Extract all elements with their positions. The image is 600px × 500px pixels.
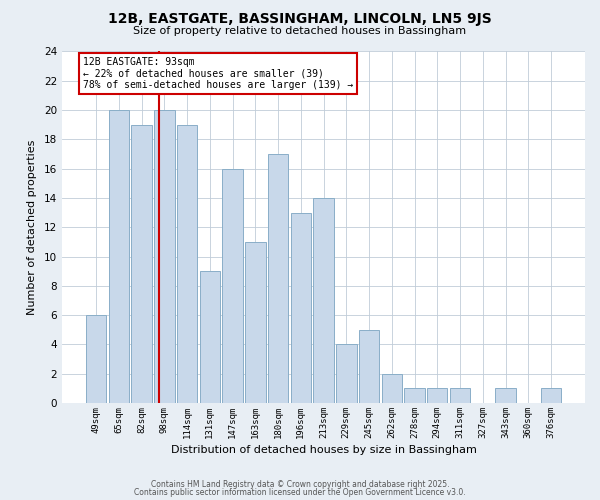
Bar [245, 242, 266, 403]
Bar [223, 168, 243, 403]
Bar [131, 124, 152, 403]
Bar [200, 271, 220, 403]
Bar [495, 388, 516, 403]
Text: Contains public sector information licensed under the Open Government Licence v3: Contains public sector information licen… [134, 488, 466, 497]
Bar [290, 212, 311, 403]
Bar [313, 198, 334, 403]
Text: Contains HM Land Registry data © Crown copyright and database right 2025.: Contains HM Land Registry data © Crown c… [151, 480, 449, 489]
Bar [450, 388, 470, 403]
Bar [177, 124, 197, 403]
Bar [541, 388, 561, 403]
Bar [86, 315, 106, 403]
Bar [268, 154, 288, 403]
Text: 12B, EASTGATE, BASSINGHAM, LINCOLN, LN5 9JS: 12B, EASTGATE, BASSINGHAM, LINCOLN, LN5 … [108, 12, 492, 26]
Bar [404, 388, 425, 403]
Bar [154, 110, 175, 403]
Bar [427, 388, 448, 403]
Bar [336, 344, 356, 403]
X-axis label: Distribution of detached houses by size in Bassingham: Distribution of detached houses by size … [170, 445, 476, 455]
Bar [382, 374, 402, 403]
Text: Size of property relative to detached houses in Bassingham: Size of property relative to detached ho… [133, 26, 467, 36]
Text: 12B EASTGATE: 93sqm
← 22% of detached houses are smaller (39)
78% of semi-detach: 12B EASTGATE: 93sqm ← 22% of detached ho… [83, 57, 353, 90]
Y-axis label: Number of detached properties: Number of detached properties [27, 140, 37, 315]
Bar [359, 330, 379, 403]
Bar [109, 110, 129, 403]
